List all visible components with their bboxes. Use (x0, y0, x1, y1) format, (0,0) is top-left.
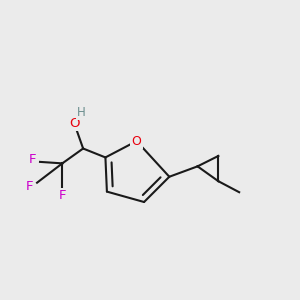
Text: F: F (28, 153, 36, 166)
Text: O: O (132, 135, 142, 148)
Text: F: F (58, 189, 66, 202)
Text: O: O (69, 117, 80, 130)
Text: F: F (26, 180, 33, 193)
Text: H: H (77, 106, 85, 119)
